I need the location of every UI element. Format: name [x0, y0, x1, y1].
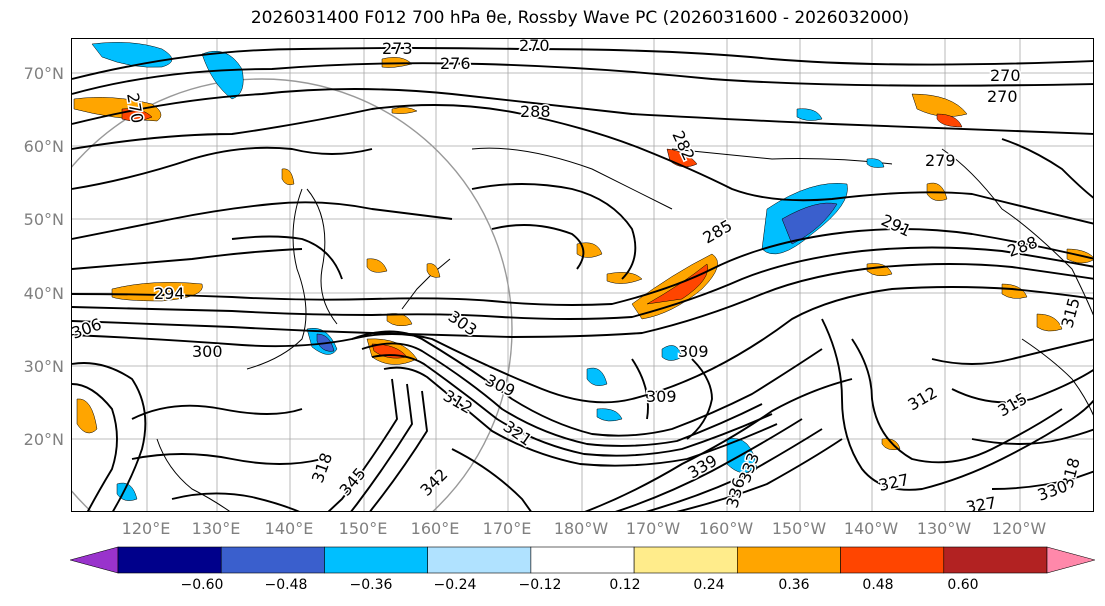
contour-label: 309 [646, 387, 677, 406]
lon-label: 130°E [191, 519, 241, 538]
contour-label: 309 [678, 342, 709, 361]
contour-label: 330 [1035, 476, 1070, 504]
colorbar-cell [117, 546, 222, 574]
colorbar-tick-label: −0.24 [433, 577, 477, 593]
contour-label: 342 [416, 465, 451, 500]
theta-e-contours [72, 47, 1093, 511]
contour-label: 285 [700, 216, 736, 248]
contour-label: 294 [154, 284, 185, 303]
colorbar-tick-label: 0.48 [862, 577, 894, 593]
contour-label: 321 [500, 417, 536, 450]
colorbar-extension-low [70, 546, 119, 574]
colorbar-cell [737, 546, 841, 574]
contour-label: 339 [685, 451, 721, 483]
colorbar-tick-label: −0.60 [180, 577, 224, 593]
map-panel: 270 273 270 276 270 270 288 282 279 285 … [71, 38, 1094, 512]
lon-label: 160°W [698, 519, 754, 538]
colorbar-tick-label: 0.60 [947, 577, 979, 593]
lon-label: 150°E [338, 519, 388, 538]
lat-label-20n: 20°N [23, 430, 64, 449]
contour-label: 291 [878, 210, 914, 240]
contour-label: 288 [520, 102, 551, 121]
colorbar-cell [427, 546, 532, 574]
lon-label: 170°E [482, 519, 532, 538]
colorbar-tick-label: −0.48 [264, 577, 308, 593]
colorbar-extension-high [1046, 546, 1095, 574]
contour-label: 300 [192, 342, 223, 361]
contour-label: 336 [723, 476, 749, 510]
colorbar-cell [324, 546, 428, 574]
contour-label: 318 [308, 450, 336, 485]
colorbar-cell [943, 546, 1048, 574]
lon-label: 120°E [121, 519, 171, 538]
contour-label: 315 [1058, 296, 1084, 330]
colorbar-tick-label: −0.36 [349, 577, 393, 593]
contour-label: 312 [905, 383, 941, 415]
lat-label-50n: 50°N [23, 210, 64, 229]
lat-label-40n: 40°N [23, 284, 64, 303]
contour-label: 315 [995, 389, 1031, 421]
contour-label: 270 [519, 39, 550, 55]
lon-label: 120°W [991, 519, 1047, 538]
colorbar-cell [530, 546, 635, 574]
colorbar-tick-label: 0.36 [778, 577, 810, 593]
map-canvas: 270 273 270 276 270 270 288 282 279 285 … [72, 39, 1093, 512]
lon-label: 180°W [553, 519, 609, 538]
lon-label: 150°W [771, 519, 827, 538]
contour-label: 270 [987, 87, 1018, 106]
colorbar-cell [840, 546, 945, 574]
colorbar-tick-label: −0.12 [518, 577, 562, 593]
contour-label: 276 [440, 54, 471, 73]
map-title: 2026031400 F012 700 hPa θe, Rossby Wave … [250, 8, 910, 28]
lon-label: 170°W [625, 519, 681, 538]
range-circle [72, 78, 513, 511]
contour-label: 273 [382, 39, 413, 58]
lat-label-60n: 60°N [23, 137, 64, 156]
contour-label: 279 [925, 151, 956, 170]
contour-label: 306 [72, 314, 104, 342]
lon-label: 160°E [410, 519, 460, 538]
contour-label: 270 [990, 66, 1021, 85]
lon-label: 130°W [916, 519, 972, 538]
colorbar-tick-label: 0.12 [609, 577, 641, 593]
contour-label: 327 [877, 470, 911, 495]
colorbar-cell [633, 546, 738, 574]
coastlines [156, 147, 1093, 511]
lat-label-30n: 30°N [23, 357, 64, 376]
lon-label: 140°W [843, 519, 899, 538]
lon-label: 140°E [264, 519, 314, 538]
contour-label: 327 [964, 493, 997, 512]
colorbar-cell [220, 546, 325, 574]
colorbar-tick-label: 0.24 [693, 577, 725, 593]
lat-label-70n: 70°N [23, 64, 64, 83]
colorbar [70, 546, 1095, 574]
